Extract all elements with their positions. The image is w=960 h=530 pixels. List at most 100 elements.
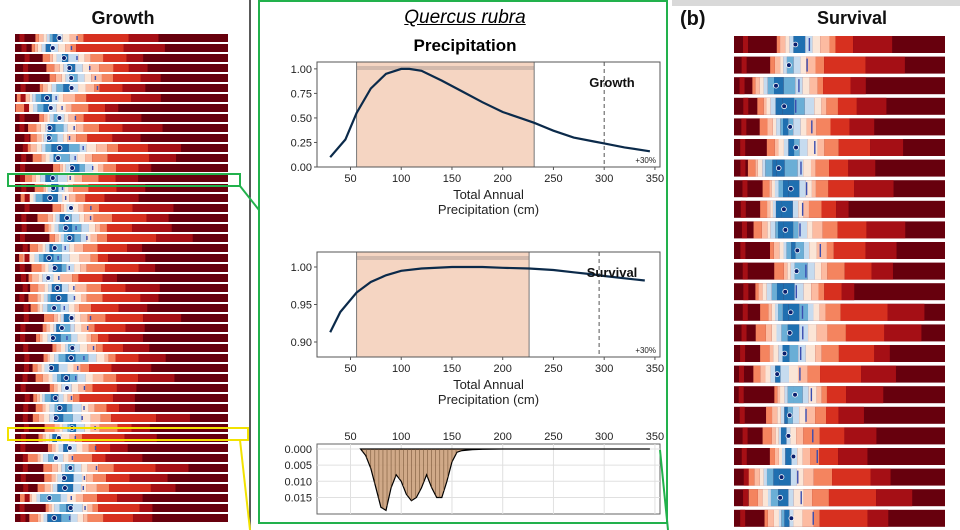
strip-band — [742, 324, 747, 341]
strip-band — [40, 304, 43, 312]
strip-band — [759, 283, 763, 300]
strip-row — [15, 474, 228, 482]
strip-band — [37, 214, 47, 222]
strip-band — [783, 304, 789, 321]
strip-band — [807, 221, 812, 238]
strip-band — [770, 221, 775, 238]
strip-band — [64, 184, 68, 192]
strip-band — [41, 364, 44, 372]
strip-band — [77, 154, 85, 162]
strip-band — [116, 174, 138, 182]
strip-band — [775, 221, 778, 238]
strip-band — [23, 64, 28, 72]
strip-band — [76, 494, 83, 502]
optimum-dot — [56, 436, 61, 441]
strip-band — [743, 304, 748, 321]
current-mark — [83, 406, 84, 410]
strip-band — [99, 204, 133, 212]
strip-band — [76, 424, 85, 432]
optimum-dot — [67, 236, 72, 241]
strip-band — [28, 124, 36, 132]
strip-band — [50, 484, 53, 492]
strip-band — [767, 201, 770, 218]
strip-band — [62, 284, 69, 292]
strip-band — [772, 407, 777, 424]
strip-band — [801, 118, 807, 135]
strip-band — [66, 104, 72, 112]
strip-row — [15, 174, 228, 182]
strip-band — [73, 414, 82, 422]
strip-band — [805, 98, 814, 115]
strip-band — [108, 154, 149, 162]
strip-band — [773, 469, 779, 486]
optimum-dot — [782, 207, 787, 212]
strip-band — [88, 104, 105, 112]
strip-row — [15, 314, 228, 322]
strip-band — [69, 244, 74, 252]
strip-band — [790, 427, 796, 444]
strip-band — [86, 484, 97, 492]
strip-band — [797, 448, 803, 465]
strip-row — [15, 64, 228, 72]
strip-band — [76, 284, 87, 292]
strip-band — [845, 263, 872, 280]
strip-band — [123, 124, 163, 132]
strip-band — [774, 510, 779, 527]
x-tick-label: 200 — [494, 363, 512, 375]
strip-band — [854, 180, 893, 197]
strip-band — [50, 324, 54, 332]
strip-band — [68, 294, 75, 302]
strip-band — [21, 474, 26, 482]
x-tick-label: 100 — [392, 431, 410, 443]
current-mark — [90, 316, 91, 320]
strip-row — [734, 160, 945, 177]
strip-band — [743, 427, 748, 444]
strip-band — [791, 469, 797, 486]
strip-band — [47, 34, 50, 42]
current-mark — [809, 38, 810, 51]
strip-band — [764, 77, 768, 94]
current-mark — [71, 396, 72, 400]
strip-band — [798, 345, 806, 362]
strip-band — [780, 366, 789, 383]
current-mark — [76, 56, 77, 60]
strip-band — [112, 214, 146, 222]
strip-band — [47, 114, 49, 122]
strip-band — [109, 484, 151, 492]
strip-band — [835, 36, 853, 53]
strip-band — [61, 494, 67, 502]
strip-band — [98, 164, 104, 172]
strip-band — [58, 194, 62, 202]
strip-band — [45, 434, 50, 442]
optimum-dot — [788, 125, 793, 130]
strip-row — [15, 114, 228, 122]
strip-band — [765, 510, 768, 527]
strip-band — [755, 77, 759, 94]
strip-band — [74, 234, 80, 242]
strip-band — [37, 494, 41, 502]
strip-band — [126, 324, 145, 332]
strip-band — [63, 394, 67, 402]
strip-band — [76, 444, 82, 452]
strip-band — [816, 180, 828, 197]
strip-band — [151, 484, 176, 492]
optimum-dot — [53, 416, 58, 421]
current-mark — [90, 216, 91, 220]
strip-band — [799, 180, 805, 197]
strip-row — [15, 74, 228, 82]
strip-band — [106, 474, 130, 482]
strip-band — [838, 448, 867, 465]
strip-band — [38, 274, 42, 282]
strip-band — [40, 494, 47, 502]
strip-band — [764, 469, 767, 486]
current-mark — [75, 116, 76, 120]
strip-band — [43, 374, 49, 382]
strip-band — [76, 114, 84, 122]
strip-band — [772, 283, 777, 300]
strip-band — [816, 160, 829, 177]
strip-band — [740, 345, 745, 362]
strip-band — [781, 510, 784, 527]
strip-band — [55, 444, 58, 452]
strip-row — [15, 184, 228, 192]
strip-band — [129, 64, 148, 72]
